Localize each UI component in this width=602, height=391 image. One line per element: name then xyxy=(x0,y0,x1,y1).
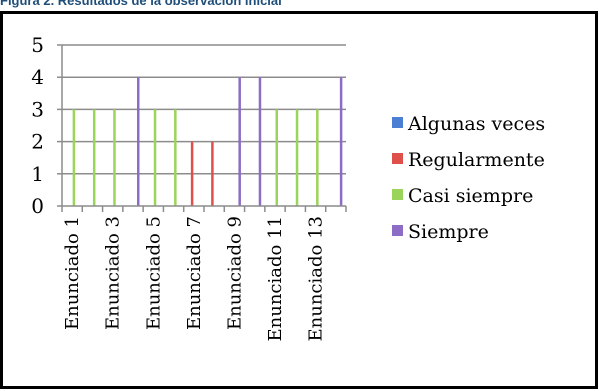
bar-casi-siempre xyxy=(153,109,157,206)
bar-casi-siempre xyxy=(92,109,96,206)
legend: Algunas veces Regularmente Casi siempre Sie… xyxy=(392,113,545,243)
bar-regularmente xyxy=(190,141,194,206)
bars xyxy=(72,77,343,206)
bar-casi-siempre xyxy=(275,109,278,206)
y-tick-label: 2 xyxy=(31,130,44,154)
figure-caption: Figura 2. Resultados de la observación i… xyxy=(0,0,282,8)
bar-casi-siempre xyxy=(316,109,319,206)
legend-label: Siempre xyxy=(408,221,489,243)
y-tick-label: 3 xyxy=(31,97,44,121)
y-tick-label: 0 xyxy=(31,194,44,218)
x-tick-label: Enunciado 3 xyxy=(103,216,124,330)
grid-lines xyxy=(62,44,346,175)
bar-siempre xyxy=(238,77,241,206)
chart-frame xyxy=(0,11,598,389)
y-tick-label: 4 xyxy=(31,65,44,89)
legend-swatch xyxy=(392,117,403,128)
x-axis-ticks: Enunciado 1 Enunciado 3 Enunciado 5 Enuncia… xyxy=(62,216,326,341)
axes xyxy=(57,44,347,212)
bar-casi-siempre xyxy=(295,109,299,206)
y-axis-ticks: 0 1 2 3 4 5 xyxy=(31,33,44,218)
x-tick-label: Enunciado 7 xyxy=(184,216,205,330)
bar-siempre xyxy=(339,77,343,206)
bar-regularmente xyxy=(211,141,214,206)
legend-swatch xyxy=(392,153,403,164)
bar-casi-siempre xyxy=(72,109,76,206)
legend-label: Regularmente xyxy=(408,149,545,171)
legend-label: Casi siempre xyxy=(408,185,533,207)
y-tick-label: 5 xyxy=(31,33,44,57)
y-tick-label: 1 xyxy=(31,162,44,186)
bar-casi-siempre xyxy=(113,109,116,206)
legend-label: Algunas veces xyxy=(407,113,545,135)
bar-casi-siempre xyxy=(174,109,177,206)
bar-siempre xyxy=(137,77,140,206)
x-tick-label: Enunciado 13 xyxy=(306,216,327,341)
x-tick-label: Enunciado 11 xyxy=(265,216,286,341)
bar-siempre xyxy=(258,77,262,206)
x-tick-label: Enunciado 5 xyxy=(143,216,164,330)
legend-swatch xyxy=(392,225,403,236)
x-tick-label: Enunciado 9 xyxy=(224,216,245,330)
legend-swatch xyxy=(392,189,403,200)
x-tick-label: Enunciado 1 xyxy=(62,216,83,330)
